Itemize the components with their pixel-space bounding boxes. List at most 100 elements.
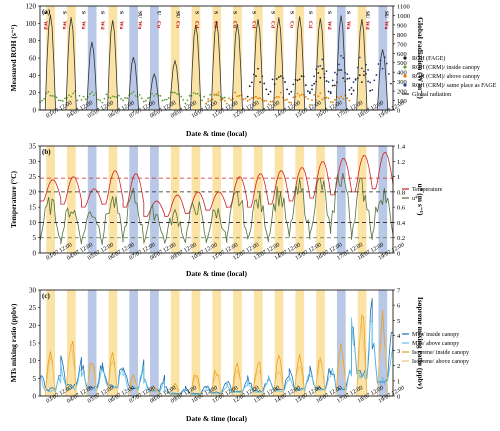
data-point: [363, 70, 365, 73]
data-point: [300, 75, 303, 78]
y2-tick-label: 4: [397, 333, 401, 340]
legend-label: u*: [412, 196, 418, 202]
data-point: [78, 94, 81, 97]
daytime-band: [253, 290, 263, 396]
chart-panels: (a)0204060801001200100200300400500600700…: [9, 3, 497, 424]
daytime-band: [191, 290, 201, 396]
data-point: [267, 93, 270, 96]
data-point: [358, 56, 361, 59]
sector-annotation: S: [213, 11, 219, 14]
sector-annotation: S: [269, 11, 275, 14]
wind-annotation: Cd: [269, 21, 275, 28]
daytime-band: [316, 146, 325, 253]
data-point: [257, 97, 259, 100]
data-point: [138, 93, 141, 96]
data-point: [269, 100, 272, 103]
data-point: [109, 96, 112, 99]
series-line: [39, 317, 394, 396]
data-point: [163, 98, 166, 101]
data-point: [55, 96, 58, 99]
daytime-band: [191, 146, 201, 253]
data-point: [238, 94, 241, 97]
data-point: [188, 94, 191, 97]
data-point: [176, 93, 178, 95]
daytime-band: [357, 290, 367, 396]
data-point: [350, 86, 353, 89]
data-point: [340, 55, 342, 57]
wind-annotation: Wu: [61, 21, 67, 29]
daytime-band: [66, 146, 76, 253]
y2-tick-label: 900: [397, 22, 407, 29]
data-point: [352, 89, 355, 92]
data-point: [286, 98, 288, 101]
y2-tick-label: 0: [397, 251, 400, 258]
data-point: [321, 98, 324, 101]
data-point: [43, 97, 46, 100]
data-point: [151, 92, 154, 95]
data-point: [120, 98, 122, 100]
sector-annotation: S: [250, 11, 256, 14]
data-point: [263, 100, 266, 103]
data-point: [321, 67, 324, 70]
wind-annotation: Wd: [364, 21, 370, 30]
data-point: [319, 64, 322, 67]
data-point: [140, 97, 143, 100]
data-point: [145, 99, 147, 102]
daytime-band: [378, 290, 388, 396]
panel-label: (c): [42, 292, 50, 300]
wind-annotation: Cd: [194, 21, 200, 28]
data-point: [304, 84, 307, 87]
wind-annotation: Wu: [118, 21, 124, 29]
data-point: [348, 77, 351, 80]
data-point: [236, 95, 239, 98]
sector-annotation: SU: [383, 11, 389, 18]
data-point: [369, 89, 372, 92]
daytime-band: [316, 6, 325, 110]
series-line: [40, 151, 394, 217]
data-point: [221, 96, 224, 99]
x-axis-label: Date & time (local): [186, 414, 248, 423]
daytime-band: [253, 6, 263, 110]
sector-annotation: S: [307, 11, 313, 14]
wind-annotation: Cu: [175, 21, 181, 28]
data-point: [317, 95, 320, 98]
wind-annotation: Cu: [288, 21, 294, 28]
data-point: [333, 98, 336, 101]
data-point: [223, 96, 226, 99]
data-point: [215, 93, 218, 96]
y2-tick-label: 800: [397, 32, 407, 39]
data-point: [306, 90, 309, 93]
daytime-band: [357, 146, 367, 253]
daytime-band: [150, 146, 159, 253]
data-point: [234, 91, 237, 94]
wind-annotation: Wu: [345, 21, 351, 29]
data-point: [296, 92, 299, 95]
daytime-band: [150, 6, 159, 110]
data-point: [271, 78, 274, 81]
data-point: [250, 81, 253, 84]
series-line: [39, 173, 394, 245]
daytime-band: [46, 6, 55, 110]
wind-annotation: Cu: [213, 21, 219, 28]
daytime-band: [129, 290, 139, 396]
y-tick-label: 15: [29, 204, 37, 212]
data-point: [167, 97, 170, 99]
data-point: [350, 93, 353, 95]
data-point: [292, 96, 295, 99]
data-point: [221, 98, 224, 101]
data-point: [363, 74, 365, 77]
y-axis-label: Measured ROH (s⁻¹): [9, 24, 18, 91]
data-point: [209, 93, 212, 96]
data-point: [161, 99, 164, 102]
legend: Temperature u*: [402, 187, 443, 202]
daytime-band: [336, 146, 346, 253]
series-line: [39, 298, 394, 395]
data-point: [331, 84, 334, 87]
legend: ROH (FAGE) ROH (CRM)/ inside canopy ROH (C…: [402, 55, 497, 98]
y-tick-label: 80: [29, 37, 37, 45]
wind-annotation: Wd: [42, 21, 48, 30]
daytime-band: [274, 146, 284, 253]
legend-label: ROH (FAGE): [412, 55, 445, 62]
y-tick-label: 0: [33, 393, 37, 401]
